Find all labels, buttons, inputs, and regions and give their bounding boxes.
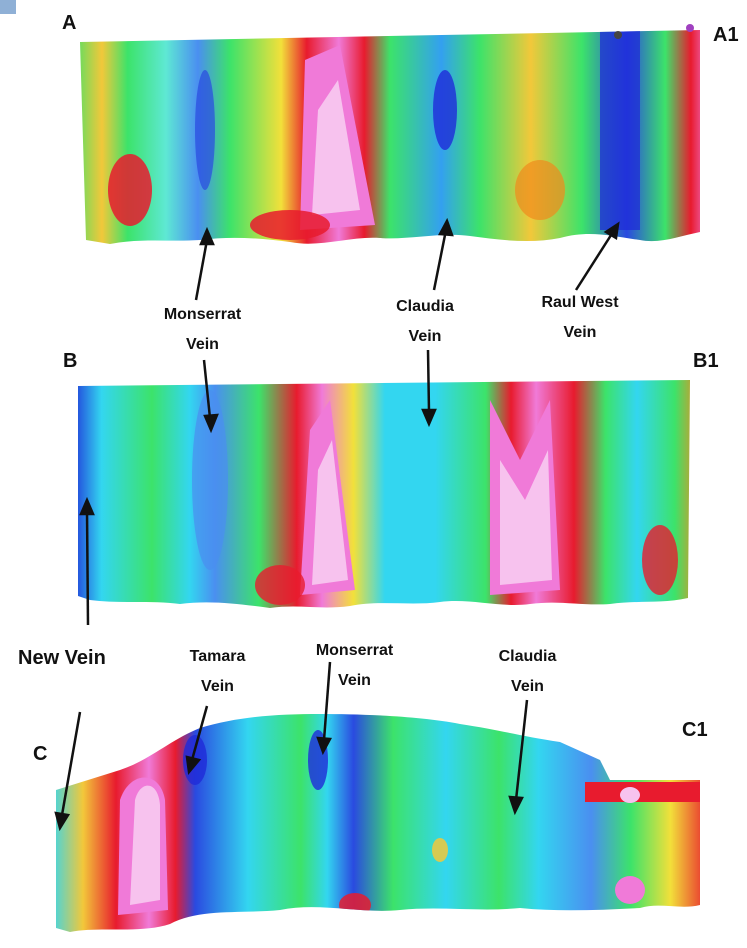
- vein-label-line: New Vein: [18, 647, 106, 669]
- vein-label-line: Vein: [338, 672, 371, 689]
- section-b-map: [78, 380, 690, 608]
- vein-label-monserrat-c: Monserrat Vein: [292, 636, 417, 696]
- vein-label-new-vein: New Vein: [18, 643, 138, 673]
- section-c-start-label: C: [33, 743, 48, 765]
- vein-label-line: Tamara: [189, 648, 246, 665]
- section-a-end-label: A1: [713, 24, 739, 46]
- marker-dot: [614, 31, 622, 39]
- vein-label-claudia-ab: Claudia Vein: [370, 292, 480, 352]
- vein-label-line: Raul West: [541, 294, 619, 311]
- vein-label-monserrat-ab: Monserrat Vein: [140, 300, 265, 360]
- vein-label-line: Vein: [408, 328, 442, 345]
- section-a-start-label: A: [62, 12, 77, 34]
- vein-label-tamara: Tamara Vein: [165, 642, 270, 702]
- section-b-start-label: B: [63, 350, 78, 372]
- vein-label-claudia-c: Claudia Vein: [475, 642, 580, 702]
- vein-label-line: Claudia: [498, 648, 557, 665]
- section-b-end-label: B1: [693, 350, 719, 372]
- vein-label-line: Monserrat: [163, 306, 242, 323]
- vein-label-raul-west: Raul West Vein: [520, 288, 640, 348]
- vein-label-line: Vein: [511, 678, 544, 695]
- vein-label-line: Vein: [201, 678, 234, 695]
- vein-label-line: Vein: [563, 324, 597, 341]
- section-c-map: [56, 714, 700, 932]
- arrows: [54, 217, 620, 832]
- section-c-end-label: C1: [682, 719, 708, 741]
- section-a-map: [80, 30, 700, 244]
- corner-tab: [0, 0, 16, 14]
- vein-label-line: Monserrat: [315, 642, 394, 659]
- marker-dot: [686, 24, 694, 32]
- vein-label-line: Claudia: [396, 298, 454, 315]
- vein-label-line: Vein: [186, 336, 219, 353]
